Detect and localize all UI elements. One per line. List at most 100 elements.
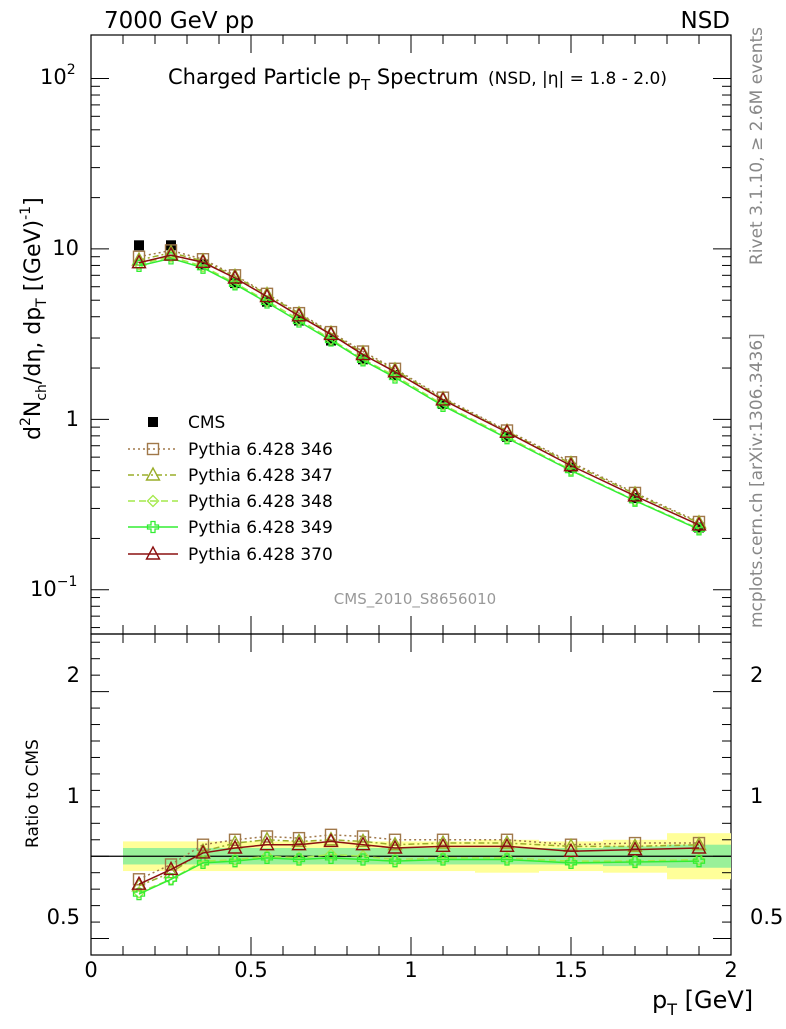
ratio-point-p347 bbox=[627, 837, 643, 853]
ratio-point-p348 bbox=[132, 886, 146, 899]
ratio-point-p347 bbox=[355, 832, 371, 848]
point-p349 bbox=[132, 259, 146, 273]
ratio-point-p370 bbox=[627, 841, 643, 856]
point-p370 bbox=[195, 253, 211, 268]
legend: CMS Pythia 6.428 346 Pythia 6.428 347 Py… bbox=[188, 413, 333, 565]
ratio-point-p349 bbox=[628, 855, 642, 869]
point-p370 bbox=[355, 346, 371, 361]
ratio-point-p370 bbox=[195, 844, 211, 859]
ratio-point-p348 bbox=[324, 848, 338, 862]
point-p370 bbox=[627, 487, 643, 502]
ratio-point-p348 bbox=[292, 851, 306, 865]
xtick-label-0p5: 0.5 bbox=[234, 958, 267, 982]
ratio-point-p370 bbox=[163, 860, 179, 876]
rtick-label-0p5: 0.5 bbox=[47, 905, 80, 929]
xtick-label-2: 2 bbox=[724, 958, 737, 982]
xtick-label-1: 1 bbox=[404, 958, 417, 982]
ratio-point-p349 bbox=[292, 853, 306, 866]
chart-title-extra: (NSD, |η| = 1.8 - 2.0) bbox=[488, 69, 667, 89]
ratio-point-p348 bbox=[388, 853, 402, 866]
chart-title: Charged Particle pT Spectrum bbox=[168, 65, 479, 94]
main-axes bbox=[90, 35, 732, 955]
ratio-point-p348 bbox=[692, 853, 706, 866]
ratio-point-p370 bbox=[355, 836, 371, 851]
point-p348 bbox=[228, 276, 242, 290]
point-p370 bbox=[131, 254, 147, 269]
ratio-point-p370 bbox=[387, 839, 403, 854]
main-series bbox=[131, 240, 707, 536]
point-p347 bbox=[627, 485, 643, 500]
ratio-point-p347 bbox=[131, 877, 147, 892]
ratio-axes bbox=[91, 641, 731, 940]
ratio-point-p349 bbox=[164, 873, 178, 886]
legend-mark-p349 bbox=[146, 520, 160, 534]
point-p347 bbox=[563, 455, 579, 470]
ratio-point-p347 bbox=[323, 831, 339, 846]
point-p370 bbox=[259, 288, 275, 303]
legend-mark-p348 bbox=[146, 494, 160, 508]
xlabel: pT [GeV] bbox=[652, 986, 753, 1019]
point-p370 bbox=[499, 423, 515, 438]
ratio-point-p348 bbox=[356, 849, 370, 863]
ratio-point-p349 bbox=[228, 855, 242, 868]
ratio-point-p370 bbox=[323, 832, 339, 848]
ratio-point-p346 bbox=[260, 830, 274, 843]
ytick-label-10: 10 bbox=[52, 236, 79, 260]
legend-mark-p370 bbox=[145, 545, 161, 560]
point-p347 bbox=[227, 267, 243, 283]
ratio-point-p370 bbox=[691, 839, 707, 854]
point-p370 bbox=[387, 363, 403, 378]
ratio-point-p347 bbox=[691, 836, 707, 851]
ratio-point-p370 bbox=[435, 837, 451, 853]
point-p347 bbox=[691, 514, 707, 529]
ratio-point-p346 bbox=[436, 833, 450, 846]
ytick-label-0p1: 10−1 bbox=[30, 574, 77, 601]
ratio-ytick-labels: 0.5 1 2 0.5 1 2 bbox=[47, 663, 784, 929]
ratio-point-p348 bbox=[228, 853, 242, 866]
rtick-label-2: 2 bbox=[67, 663, 80, 687]
legend-mark-p347 bbox=[145, 466, 161, 481]
mcplots-label: mcplots.cern.ch [arXiv:1306.3436] bbox=[747, 333, 767, 628]
legend-label-349: Pythia 6.428 349 bbox=[188, 518, 333, 538]
ytick-label-100: 102 bbox=[40, 62, 76, 89]
legend-label-cms: CMS bbox=[188, 413, 225, 433]
ratio-point-p370 bbox=[131, 875, 147, 890]
ratio-point-p346 bbox=[324, 828, 338, 842]
rtick-label-0p5-right: 0.5 bbox=[750, 905, 783, 929]
ratio-point-p349 bbox=[324, 851, 338, 865]
ratio-point-p348 bbox=[628, 854, 642, 868]
ratio-point-p348 bbox=[500, 851, 514, 865]
point-p347 bbox=[131, 251, 147, 266]
analysis-watermark: CMS_2010_S8656010 bbox=[334, 590, 496, 609]
legend-label-347: Pythia 6.428 347 bbox=[188, 466, 333, 486]
legend-label-346: Pythia 6.428 346 bbox=[188, 440, 333, 460]
ratio-point-p349 bbox=[388, 855, 402, 868]
ratio-point-p349 bbox=[692, 855, 706, 868]
point-p370 bbox=[435, 391, 451, 406]
ratio-point-p349 bbox=[436, 853, 450, 866]
legend-mark-p346 bbox=[146, 442, 160, 456]
point-p370 bbox=[163, 246, 179, 261]
point-p370 bbox=[291, 307, 307, 322]
legend-label-348: Pythia 6.428 348 bbox=[188, 492, 333, 512]
ratio-point-p348 bbox=[436, 851, 450, 865]
point-p347 bbox=[387, 361, 403, 376]
ratio-point-p349 bbox=[356, 853, 370, 866]
xtick-label-0: 0 bbox=[84, 958, 97, 982]
ratio-line-p348 bbox=[138, 853, 700, 894]
main-frame bbox=[90, 34, 732, 635]
ratio-ylabel: Ratio to CMS bbox=[23, 739, 43, 848]
ytick-label-1: 1 bbox=[66, 407, 79, 431]
ratio-line-p346 bbox=[138, 834, 699, 880]
ratio-point-p346 bbox=[132, 873, 146, 886]
header-left: 7000 GeV pp bbox=[104, 8, 254, 34]
point-p370 bbox=[563, 457, 579, 472]
legend-label-370: Pythia 6.428 370 bbox=[188, 545, 333, 565]
rtick-label-1-right: 1 bbox=[750, 784, 763, 808]
ratio-point-p349 bbox=[196, 856, 210, 869]
ratio-point-p347 bbox=[291, 832, 307, 848]
ratio-point-p349 bbox=[564, 856, 578, 869]
ratio-frame bbox=[90, 633, 732, 956]
